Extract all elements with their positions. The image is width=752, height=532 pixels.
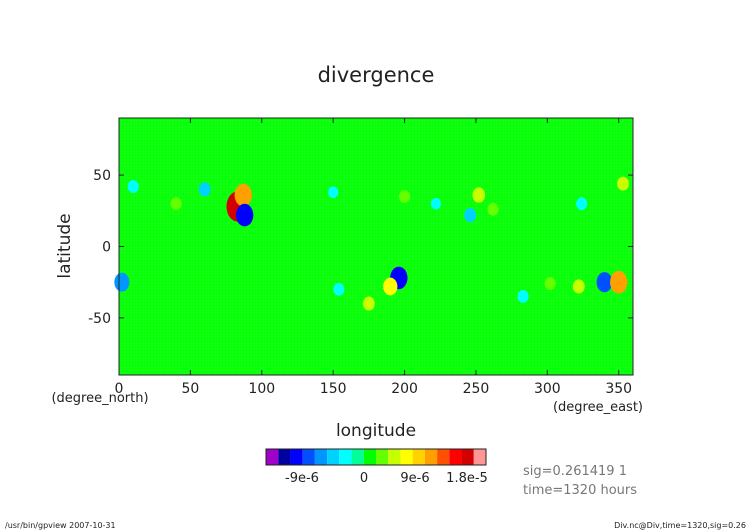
field-feature-11 <box>464 208 477 223</box>
colorbar-swatch-5 <box>327 449 340 465</box>
x-tick-label-5: 250 <box>463 381 490 397</box>
field-feature-12 <box>487 202 499 216</box>
grid <box>118 117 633 375</box>
colorbar-swatch-3 <box>302 449 315 465</box>
field-feature-20 <box>170 197 182 211</box>
field-feature-6 <box>596 272 613 293</box>
sig-label: sig=0.261419 1 <box>523 464 627 479</box>
chart-title: divergence <box>318 63 435 87</box>
field-feature-2 <box>235 203 254 227</box>
x-tick-label-4: 200 <box>391 381 418 397</box>
field-feature-13 <box>576 197 588 211</box>
y-axis-label: latitude <box>55 213 75 278</box>
colorbar-swatch-10 <box>388 449 401 465</box>
field-feature-3 <box>198 182 211 197</box>
y-tick-label-1: 0 <box>102 240 111 256</box>
colorbar-tick-label-1: 0 <box>360 471 368 486</box>
footer-right: Div.nc@Div,time=1320,sig=0.26 <box>614 521 746 530</box>
y-unit-label: (degree_north) <box>51 391 148 406</box>
colorbar-tick-label-2: 9e-6 <box>400 471 429 486</box>
colorbar <box>265 448 487 466</box>
x-tick-label-0: 0 <box>115 381 124 397</box>
colorbar-swatch-2 <box>290 449 303 465</box>
field-feature-22 <box>399 190 411 203</box>
x-tick-label-6: 300 <box>534 381 561 397</box>
field-feature-9 <box>127 180 139 193</box>
field-feature-7 <box>610 270 628 294</box>
colorbar-tick-label-3: 1.8e-5 <box>446 471 488 486</box>
colorbar-swatch-12 <box>412 449 425 465</box>
footer-left: /usr/bin/gpview 2007-10-31 <box>5 521 116 530</box>
colorbar-swatch-15 <box>449 449 462 465</box>
field-feature-5 <box>383 277 398 296</box>
colorbar-swatch-9 <box>376 449 389 465</box>
field-feature-16 <box>362 296 375 311</box>
y-tick-label-0: -50 <box>88 311 111 327</box>
colorbar-swatch-4 <box>314 449 328 465</box>
x-tick-label-3: 150 <box>320 381 347 397</box>
field-feature-8 <box>114 272 130 292</box>
colorbar-swatch-17 <box>473 449 486 465</box>
field-feature-18 <box>517 290 529 303</box>
colorbar-swatch-6 <box>339 449 352 465</box>
x-unit-label: (degree_east) <box>553 400 643 415</box>
field-feature-14 <box>617 176 629 191</box>
field-feature-19 <box>572 279 585 294</box>
colorbar-swatch-0 <box>266 449 279 465</box>
field-feature-15 <box>333 282 345 296</box>
field-feature-23 <box>430 197 442 210</box>
colorbar-swatch-16 <box>461 449 474 465</box>
field-background <box>119 118 633 375</box>
field-feature-1 <box>234 183 252 207</box>
x-tick-label-2: 100 <box>248 381 275 397</box>
colorbar-swatch-7 <box>351 449 364 465</box>
colorbar-swatch-13 <box>424 449 438 465</box>
x-tick-label-1: 50 <box>181 381 199 397</box>
colorbar-tick-label-0: -9e-6 <box>285 471 319 486</box>
plot-area <box>114 117 634 376</box>
colorbar-frame <box>265 448 487 466</box>
colorbar-swatch-14 <box>437 449 450 465</box>
colorbar-swatch-11 <box>400 449 413 465</box>
colorbar-swatch-1 <box>278 449 291 465</box>
field-feature-21 <box>328 186 339 199</box>
colorbar-swatch-8 <box>363 449 376 465</box>
x-tick-label-7: 350 <box>605 381 632 397</box>
field-feature-17 <box>544 277 556 291</box>
y-tick-label-2: 50 <box>93 168 111 184</box>
x-axis-label: longitude <box>336 421 416 441</box>
field-feature-10 <box>472 187 486 203</box>
time-label: time=1320 hours <box>523 483 637 498</box>
